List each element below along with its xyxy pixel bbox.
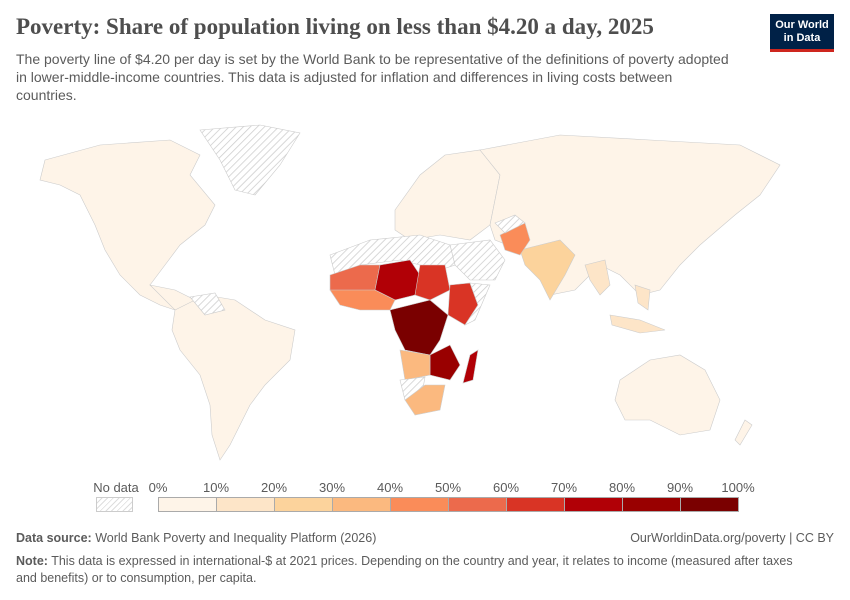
india[interactable] bbox=[519, 239, 576, 301]
legend-bin[interactable] bbox=[680, 497, 739, 512]
legend-tick: 90% bbox=[666, 480, 694, 495]
legend-bin[interactable] bbox=[506, 497, 565, 512]
data-source: Data source: World Bank Poverty and Ineq… bbox=[16, 531, 376, 545]
legend-tick: 40% bbox=[376, 480, 404, 495]
legend-bin[interactable] bbox=[216, 497, 275, 512]
angola[interactable] bbox=[399, 349, 431, 381]
legend-tick: 70% bbox=[550, 480, 578, 495]
asia[interactable] bbox=[479, 134, 781, 296]
legend-tick: 80% bbox=[608, 480, 636, 495]
venezuela[interactable] bbox=[189, 292, 226, 316]
somalia[interactable] bbox=[464, 282, 491, 326]
legend-bin[interactable] bbox=[332, 497, 391, 512]
legend-bin[interactable] bbox=[448, 497, 507, 512]
central-africa[interactable] bbox=[389, 299, 449, 356]
source-label: Data source: bbox=[16, 531, 92, 545]
note-label: Note: bbox=[16, 554, 48, 568]
chart-subtitle: The poverty line of $4.20 per day is set… bbox=[16, 51, 729, 103]
legend-bin[interactable] bbox=[390, 497, 449, 512]
south-america[interactable] bbox=[171, 294, 296, 461]
legend-tick: 60% bbox=[492, 480, 520, 495]
note: Note: This data is expressed in internat… bbox=[16, 553, 816, 587]
legend-tick: 50% bbox=[434, 480, 462, 495]
north-america[interactable] bbox=[39, 139, 216, 311]
legend-tick: 30% bbox=[318, 480, 346, 495]
south-africa[interactable] bbox=[404, 384, 446, 416]
madagascar[interactable] bbox=[462, 349, 479, 384]
legend-tick: 0% bbox=[148, 480, 168, 495]
middle-east[interactable] bbox=[449, 239, 506, 281]
legend-bin[interactable] bbox=[622, 497, 681, 512]
note-text: This data is expressed in international-… bbox=[16, 554, 793, 585]
new-zealand[interactable] bbox=[734, 419, 753, 446]
legend-tick: 10% bbox=[202, 480, 230, 495]
legend-no-data-swatch[interactable] bbox=[96, 497, 133, 512]
legend-tick: 100% bbox=[721, 480, 755, 495]
legend-bin[interactable] bbox=[564, 497, 623, 512]
southeast-asia[interactable] bbox=[584, 259, 666, 334]
legend-tick: 20% bbox=[260, 480, 288, 495]
owid-logo[interactable]: Our World in Data bbox=[770, 14, 834, 52]
sudan[interactable] bbox=[414, 264, 451, 301]
source-text[interactable]: World Bank Poverty and Inequality Platfo… bbox=[95, 531, 377, 545]
legend-no-data-label: No data bbox=[93, 480, 139, 495]
legend-bin[interactable] bbox=[158, 497, 217, 512]
world-map[interactable] bbox=[0, 115, 850, 475]
east-africa[interactable] bbox=[429, 344, 461, 381]
afghanistan[interactable] bbox=[494, 214, 526, 234]
australia[interactable] bbox=[614, 354, 721, 436]
chart-title: Poverty: Share of population living on l… bbox=[16, 14, 654, 39]
greenland[interactable] bbox=[199, 124, 301, 196]
legend-bin[interactable] bbox=[274, 497, 333, 512]
owid-link[interactable]: OurWorldinData.org/poverty | CC BY bbox=[630, 531, 834, 545]
europe[interactable] bbox=[394, 149, 501, 241]
